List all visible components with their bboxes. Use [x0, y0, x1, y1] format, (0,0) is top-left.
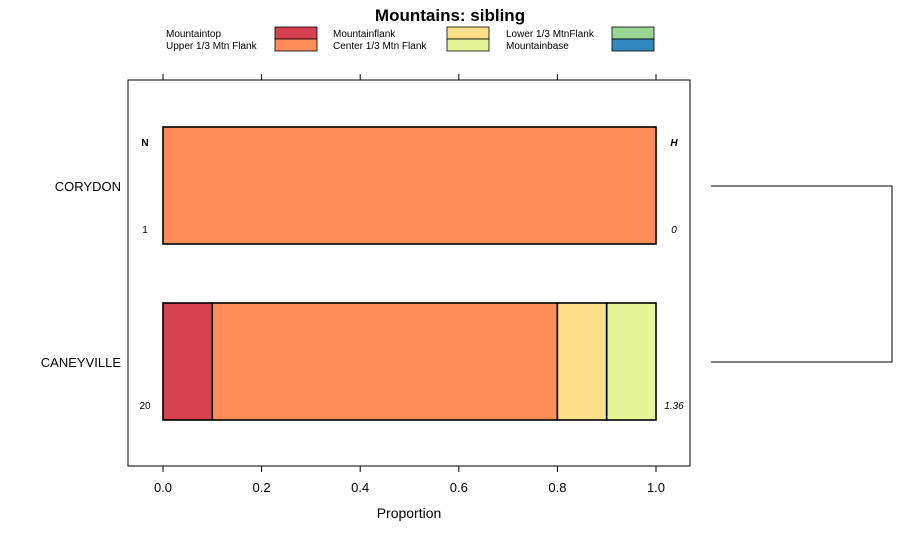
- legend-label-center-1-3-mtn-flank: Center 1/3 Mtn Flank: [333, 41, 427, 52]
- legend-swatch-mountainflank: [446, 26, 490, 40]
- h-value-corydon: 0: [671, 225, 677, 236]
- chart-title: Mountains: sibling: [375, 6, 525, 25]
- h-value-caneyville: 1.36: [664, 401, 684, 412]
- bar-segment-corydon-upper-1-3-mtn-flank: [162, 126, 657, 245]
- legend-swatch-lower-1-3-mtnflank: [611, 26, 655, 40]
- legend-label-mountaintop: Mountaintop: [166, 29, 221, 40]
- bar-segment-caneyville-center-1-3-mtn-flank: [605, 302, 657, 421]
- n-header: N: [141, 138, 148, 149]
- legend-label-mountainflank: Mountainflank: [333, 29, 396, 40]
- legend-swatch-mountaintop: [274, 26, 318, 40]
- legend-label-mountainbase: Mountainbase: [506, 41, 569, 52]
- dendrogram: [711, 185, 893, 363]
- bar-segment-caneyville-mountainflank: [556, 302, 608, 421]
- category-label-corydon: CORYDON: [55, 179, 121, 194]
- bar-segment-caneyville-upper-1-3-mtn-flank: [211, 302, 559, 421]
- n-value-caneyville: 20: [139, 401, 151, 412]
- x-tick-label: 1.0: [647, 480, 665, 495]
- legend-swatch-mountainbase: [611, 38, 655, 52]
- x-tick-label: 0.0: [154, 480, 172, 495]
- legend-label-lower-1-3-mtnflank: Lower 1/3 MtnFlank: [506, 29, 595, 40]
- category-label-caneyville: CANEYVILLE: [41, 355, 122, 370]
- x-axis: 0.0 0.2 0.4 0.6 0.8 1.0: [154, 74, 665, 495]
- legend-label-upper-1-3-mtn-flank: Upper 1/3 Mtn Flank: [166, 41, 258, 52]
- x-tick-label: 0.2: [253, 480, 271, 495]
- legend-swatch-upper-1-3-mtn-flank: [274, 38, 318, 52]
- x-tick-label: 0.4: [351, 480, 369, 495]
- plot-frame: [127, 79, 691, 467]
- x-tick-label: 0.6: [450, 480, 468, 495]
- x-tick-label: 0.8: [548, 480, 566, 495]
- legend-swatch-center-1-3-mtn-flank: [446, 38, 490, 52]
- dendrogram-bracket: [711, 185, 893, 363]
- h-header: H: [670, 138, 678, 149]
- x-axis-label: Proportion: [377, 505, 442, 521]
- bar-segment-caneyville-mountaintop: [162, 302, 214, 421]
- bars: CORYDON 1 0 CANEYVILLE 20 1.36: [41, 126, 684, 421]
- n-value-corydon: 1: [142, 225, 148, 236]
